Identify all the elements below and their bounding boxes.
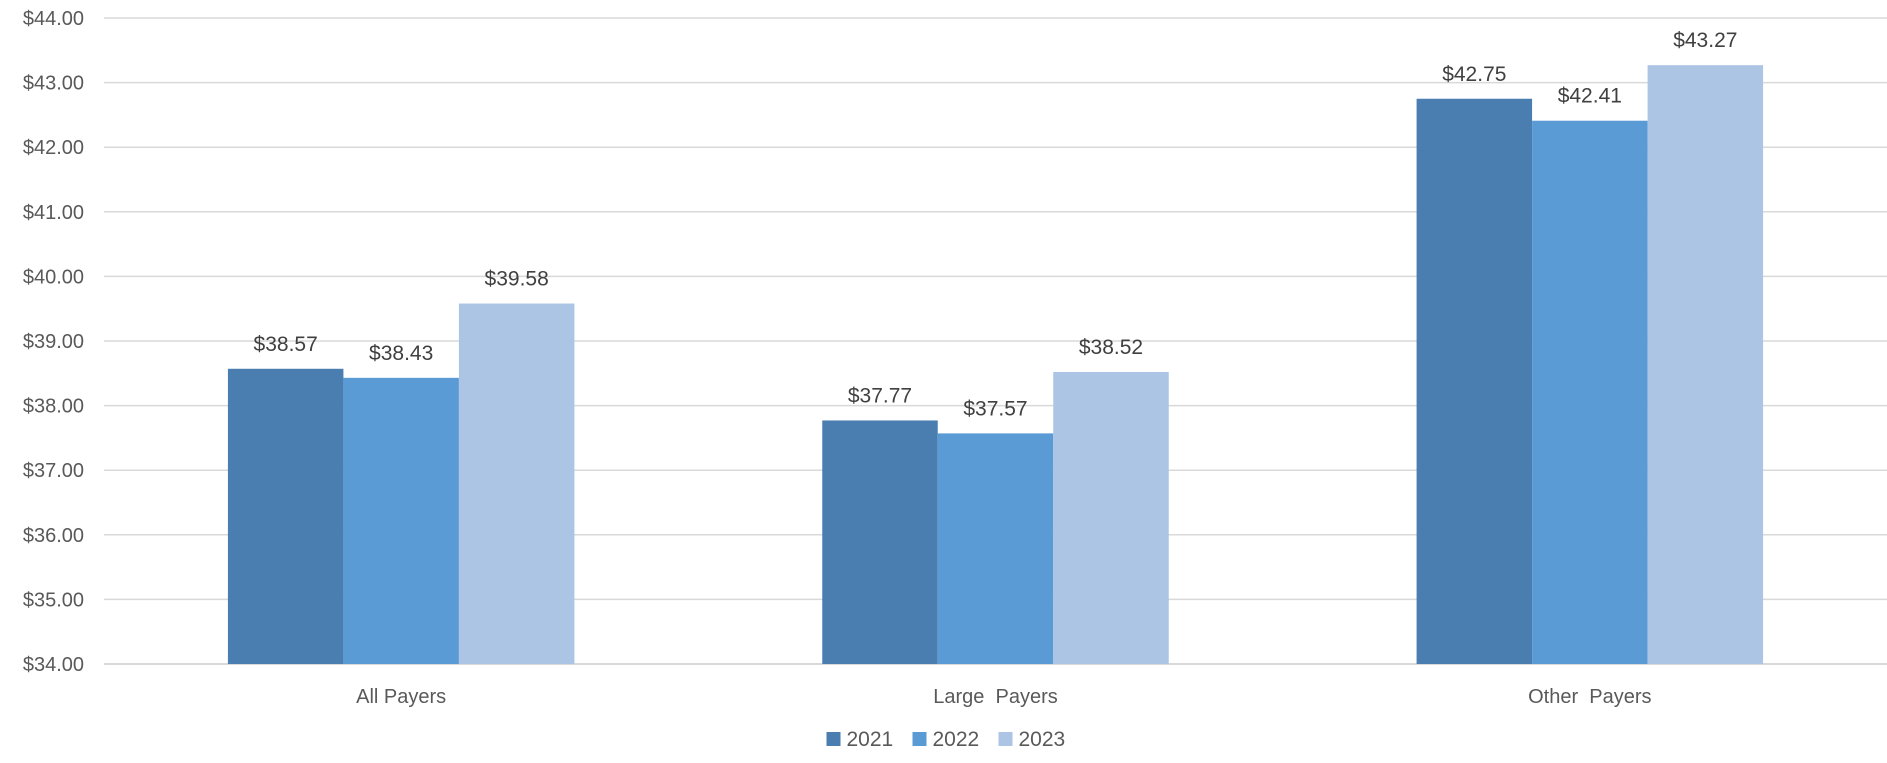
legend-swatch	[998, 732, 1013, 746]
data-label: $37.57	[963, 397, 1027, 420]
y-tick-label: $40.00	[23, 266, 84, 288]
y-tick-label: $37.00	[23, 460, 84, 482]
legend-item-2021: 2021	[826, 728, 894, 751]
data-label: $42.41	[1558, 85, 1622, 108]
legend-item-2023: 2023	[998, 728, 1066, 751]
legend-item-2022: 2022	[912, 728, 980, 751]
y-tick-label: $43.00	[23, 73, 84, 95]
x-tick-label: Other Payers	[1528, 686, 1651, 708]
data-label: $39.58	[485, 268, 549, 291]
legend-label: 2021	[847, 728, 894, 751]
y-tick-label: $44.00	[23, 8, 84, 30]
legend-label: 2023	[1019, 728, 1066, 751]
y-tick-label: $38.00	[23, 396, 84, 418]
legend-label: 2022	[933, 728, 980, 751]
data-label: $38.43	[369, 342, 433, 365]
bar-2023-0	[458, 303, 575, 664]
legend-swatch	[826, 732, 841, 746]
bar-2022-1	[937, 433, 1054, 664]
y-tick-label: $39.00	[23, 331, 84, 353]
data-label: $38.52	[1079, 336, 1143, 359]
legend: 2021 2022 2023	[826, 728, 1066, 751]
y-tick-label: $34.00	[23, 654, 84, 676]
x-tick-label: Large Payers	[933, 686, 1058, 708]
y-tick-label: $41.00	[23, 202, 84, 224]
bar-2022-2	[1532, 120, 1648, 665]
data-label: $43.27	[1673, 29, 1737, 52]
bar-2021-1	[822, 420, 938, 664]
bar-2021-0	[227, 368, 344, 664]
y-tick-label: $36.00	[23, 525, 84, 547]
bar-2022-0	[343, 377, 459, 664]
data-labels: $38.57 $38.43 $39.58 $37.77 $37.57 $38.52 $42.…	[254, 29, 1738, 420]
data-label: $38.57	[254, 333, 318, 356]
data-label: $42.75	[1442, 63, 1506, 86]
data-label: $37.77	[848, 384, 912, 407]
bar-2023-2	[1647, 65, 1764, 664]
y-axis: $34.00 $35.00 $36.00 $37.00 $38.00 $39.00 $40.…	[23, 8, 84, 676]
x-tick-label: All Payers	[356, 686, 446, 708]
bar-2021-2	[1416, 98, 1533, 664]
x-axis: All Payers Large Payers Other Payers	[356, 686, 1651, 708]
bars	[227, 65, 1764, 665]
bar-2023-1	[1053, 372, 1169, 664]
legend-swatch	[912, 732, 927, 746]
y-tick-label: $42.00	[23, 137, 84, 159]
y-tick-label: $35.00	[23, 589, 84, 611]
